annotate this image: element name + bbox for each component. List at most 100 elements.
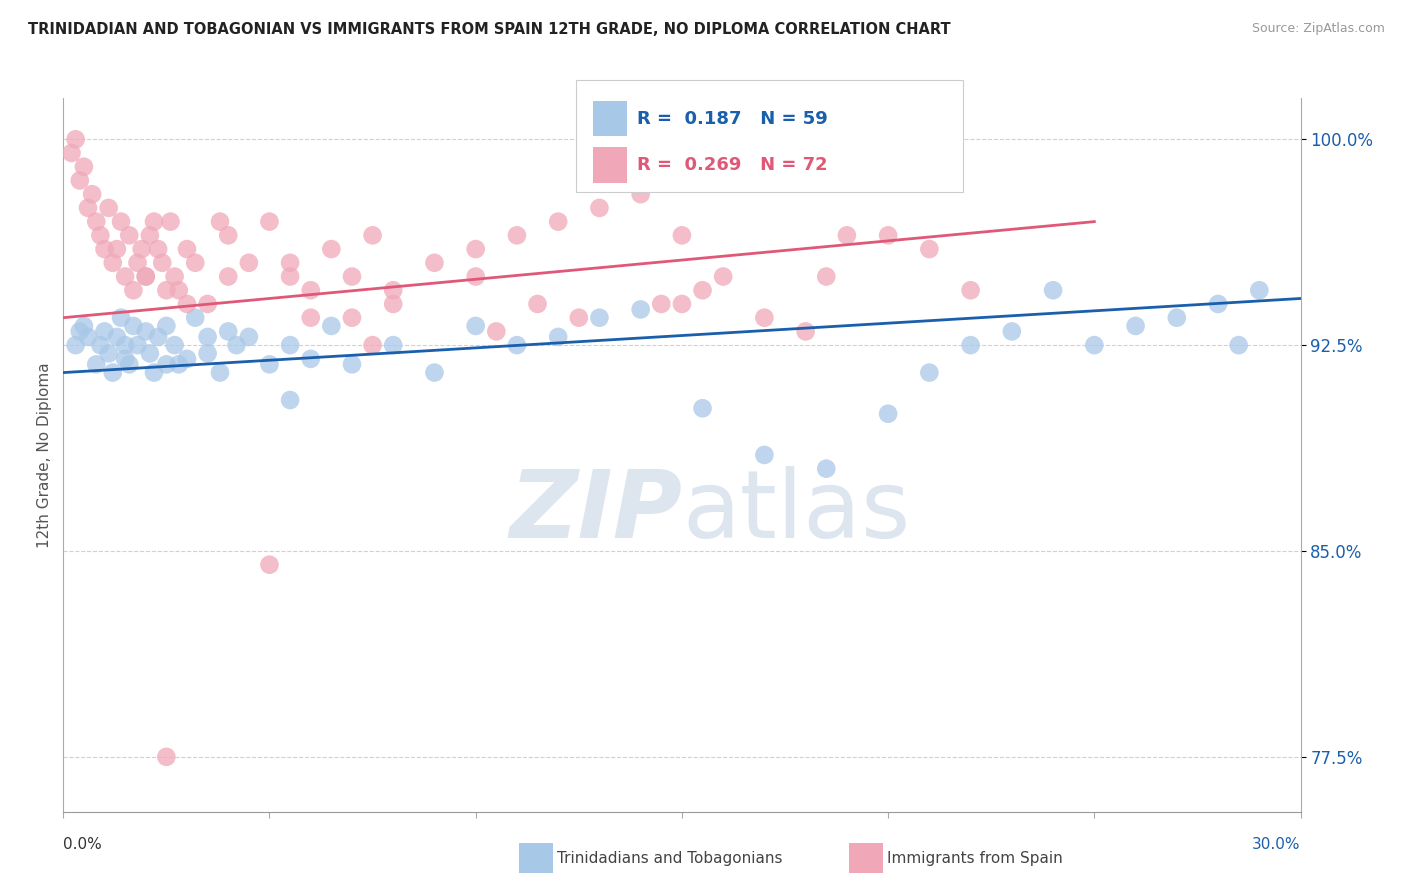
Point (506, 338, 529, 352)
Point (959, 338, 981, 352)
Point (93, 325, 115, 339)
Point (176, 242, 198, 256)
Point (127, 338, 149, 352)
Point (485, 325, 508, 339)
Point (340, 269, 363, 284)
Point (278, 392, 301, 407)
Point (101, 366, 124, 380)
Point (959, 283, 981, 297)
Point (630, 187, 652, 202)
Point (1227, 338, 1250, 352)
Point (155, 283, 177, 297)
Point (114, 351, 136, 366)
Y-axis label: 12th Grade, No Diploma: 12th Grade, No Diploma (37, 362, 52, 548)
Point (208, 214, 231, 228)
Point (150, 256, 173, 270)
Point (299, 310, 322, 325)
Text: TRINIDADIAN AND TOBAGONIAN VS IMMIGRANTS FROM SPAIN 12TH GRADE, NO DIPLOMA CORRE: TRINIDADIAN AND TOBAGONIAN VS IMMIGRANTS… (28, 22, 950, 37)
Point (176, 297, 198, 311)
Point (259, 357, 281, 371)
Text: R =  0.187   N = 59: R = 0.187 N = 59 (637, 110, 828, 128)
Point (146, 242, 169, 256)
Point (423, 366, 446, 380)
Point (278, 338, 301, 352)
Point (815, 461, 838, 475)
Point (1083, 338, 1105, 352)
Point (506, 228, 529, 243)
Point (176, 351, 198, 366)
Point (135, 269, 157, 284)
Point (259, 214, 281, 228)
Point (184, 310, 207, 325)
Point (340, 357, 363, 371)
Point (82, 187, 104, 202)
Point (155, 357, 177, 371)
Point (167, 357, 190, 371)
Point (135, 325, 157, 339)
Point (65, 132, 87, 146)
Point (877, 407, 900, 421)
Point (127, 256, 149, 270)
Point (877, 228, 900, 243)
Point (143, 366, 166, 380)
Point (84, 214, 107, 228)
Point (155, 749, 177, 764)
Point (1001, 325, 1024, 339)
Text: ZIP: ZIP (509, 466, 682, 558)
Point (382, 283, 405, 297)
Point (382, 338, 405, 352)
Point (238, 256, 260, 270)
Point (423, 256, 446, 270)
Point (630, 302, 652, 317)
Point (146, 330, 169, 344)
Point (692, 283, 714, 297)
Point (139, 228, 162, 243)
Point (321, 242, 343, 256)
Point (114, 338, 136, 352)
Point (89, 228, 111, 243)
Point (65, 338, 87, 352)
Point (299, 351, 322, 366)
Point (259, 558, 281, 572)
Point (73, 318, 96, 333)
Text: 30.0%: 30.0% (1253, 837, 1301, 852)
Point (588, 201, 610, 215)
Point (278, 269, 301, 284)
Point (118, 357, 141, 371)
Point (650, 297, 672, 311)
Point (197, 346, 219, 360)
Point (217, 228, 239, 243)
Text: R =  0.269   N = 72: R = 0.269 N = 72 (637, 156, 828, 174)
Point (361, 338, 384, 352)
Point (238, 330, 260, 344)
Point (1125, 318, 1147, 333)
Point (60, 146, 83, 161)
Point (464, 242, 486, 256)
Point (918, 366, 941, 380)
Point (815, 269, 838, 284)
Point (464, 318, 486, 333)
Point (835, 228, 858, 243)
Point (93, 242, 115, 256)
Point (135, 269, 157, 284)
Point (588, 310, 610, 325)
Text: atlas: atlas (682, 466, 910, 558)
Point (139, 346, 162, 360)
Point (321, 318, 343, 333)
Point (69, 173, 91, 187)
Point (122, 318, 145, 333)
Point (77, 201, 100, 215)
Point (671, 228, 693, 243)
Point (197, 297, 219, 311)
Point (361, 228, 384, 243)
Point (110, 214, 132, 228)
Point (122, 283, 145, 297)
Point (84, 357, 107, 371)
Point (794, 325, 817, 339)
Point (217, 325, 239, 339)
Point (208, 366, 231, 380)
Point (73, 160, 96, 174)
Point (547, 330, 569, 344)
Point (1206, 297, 1229, 311)
Point (464, 269, 486, 284)
